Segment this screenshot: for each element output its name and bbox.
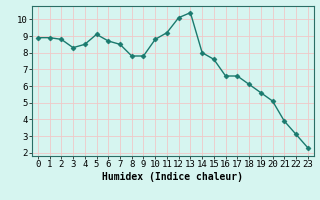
X-axis label: Humidex (Indice chaleur): Humidex (Indice chaleur) — [102, 172, 243, 182]
